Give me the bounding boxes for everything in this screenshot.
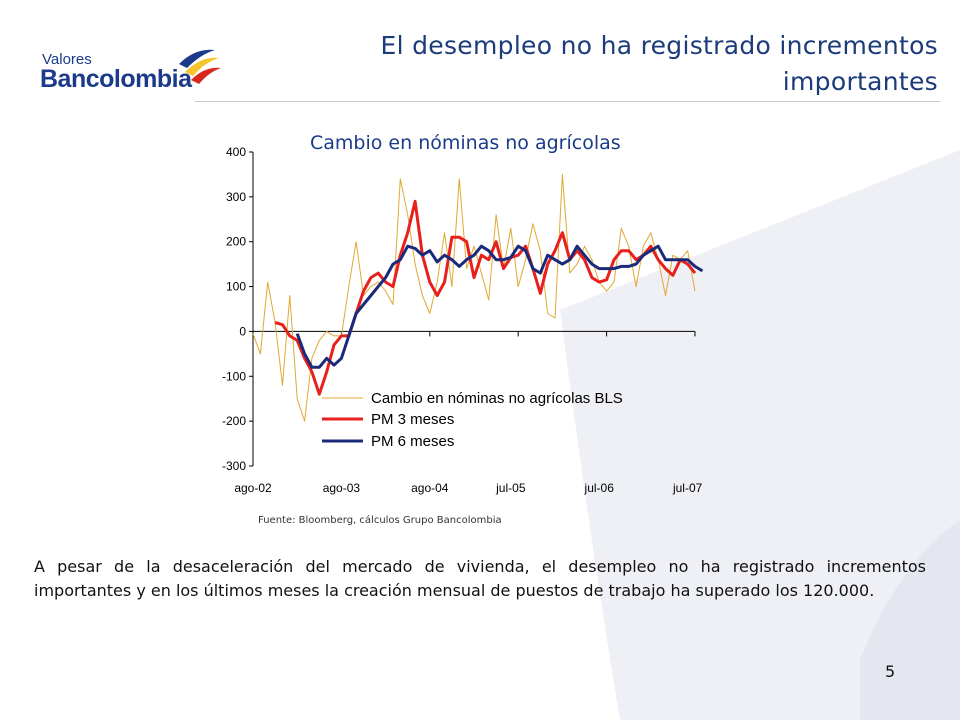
x-tick-label: ago-03 (323, 481, 361, 495)
page-title-line-1: El desempleo no ha registrado incremento… (380, 31, 938, 60)
source-note: Fuente: Bloomberg, cálculos Grupo Bancol… (258, 515, 502, 526)
y-tick-label: 300 (226, 190, 246, 204)
page-title: El desempleo no ha registrado incremento… (238, 28, 938, 100)
y-tick-label: -200 (222, 414, 246, 428)
series-line-3 (295, 244, 704, 369)
series-line-2 (274, 199, 697, 396)
title-divider (195, 101, 940, 102)
y-tick-label: 200 (226, 235, 246, 249)
chart-title: Cambio en nóminas no agrícolas (310, 132, 621, 154)
y-tick-label: -100 (222, 369, 246, 383)
x-tick-label: jul-06 (584, 481, 615, 495)
page-number: 5 (885, 662, 896, 681)
x-tick-label: ago-02 (234, 481, 272, 495)
page-title-line-2: importantes (782, 67, 938, 96)
body-paragraph: A pesar de la desaceleración del mercado… (34, 557, 926, 600)
legend-label-3: PM 6 meses (371, 433, 454, 450)
y-tick-label: 100 (226, 280, 246, 294)
legend-label-2: PM 3 meses (371, 411, 454, 428)
x-tick-label: jul-07 (672, 481, 703, 495)
logo-mark-icon (179, 49, 221, 84)
logo-small-text: Valores (42, 51, 92, 68)
payrolls-chart: 400 300 200 100 0 -100 -200 -300 ago-02 ago-03 ago… (222, 145, 704, 495)
x-tick-label: jul-05 (495, 481, 526, 495)
logo-big-text: Bancolombia (40, 65, 192, 93)
series-line-1 (252, 173, 696, 422)
legend-label-1: Cambio en nóminas no agrícolas BLS (371, 390, 623, 407)
logo: Valores Bancolombia (40, 40, 230, 100)
x-tick-label: ago-04 (411, 481, 449, 495)
y-tick-label: 400 (226, 145, 246, 159)
y-tick-label: 0 (239, 324, 246, 338)
y-tick-label: -300 (222, 459, 246, 473)
